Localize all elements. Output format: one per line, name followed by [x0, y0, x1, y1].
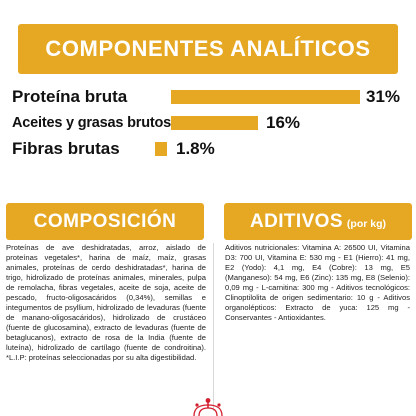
nutrient-label-protein: Proteína bruta — [12, 87, 128, 106]
analytical-components-title: COMPONENTES ANALÍTICOS — [45, 36, 371, 61]
nutrient-percent-fiber: 1.8% — [176, 139, 215, 158]
nutrient-bar-fat — [171, 116, 258, 130]
composition-text: Proteínas de ave deshidratadas, arroz, a… — [6, 243, 206, 362]
nutrient-row-protein: Proteína bruta 31% — [0, 86, 416, 108]
nutrient-row-fat: Aceites y grasas brutos 16% — [0, 112, 416, 134]
analytical-components-banner: COMPONENTES ANALÍTICOS — [18, 24, 398, 74]
additives-title: ADITIVOS — [249, 210, 343, 232]
royal-canin-crown-icon — [188, 396, 228, 416]
composition-banner: COMPOSICIÓN — [6, 203, 204, 240]
nutrient-label-fiber: Fibras brutas — [12, 139, 120, 158]
composition-title: COMPOSICIÓN — [33, 210, 177, 232]
nutrient-bar-protein — [171, 90, 360, 104]
additives-subtitle: (por kg) — [346, 217, 386, 230]
nutrient-percent-fat: 16% — [266, 113, 301, 132]
nutrient-bar-fiber — [155, 142, 167, 156]
additives-text: Aditivos nutricionales: Vitamina A: 2650… — [225, 243, 410, 322]
nutrient-row-fiber: Fibras brutas 1.8% — [0, 138, 416, 160]
nutrient-label-fat: Aceites y grasas brutos — [12, 115, 171, 131]
nutrient-percent-protein: 31% — [366, 87, 401, 106]
additives-banner: ADITIVOS (por kg) — [224, 203, 412, 240]
column-divider — [213, 243, 214, 411]
